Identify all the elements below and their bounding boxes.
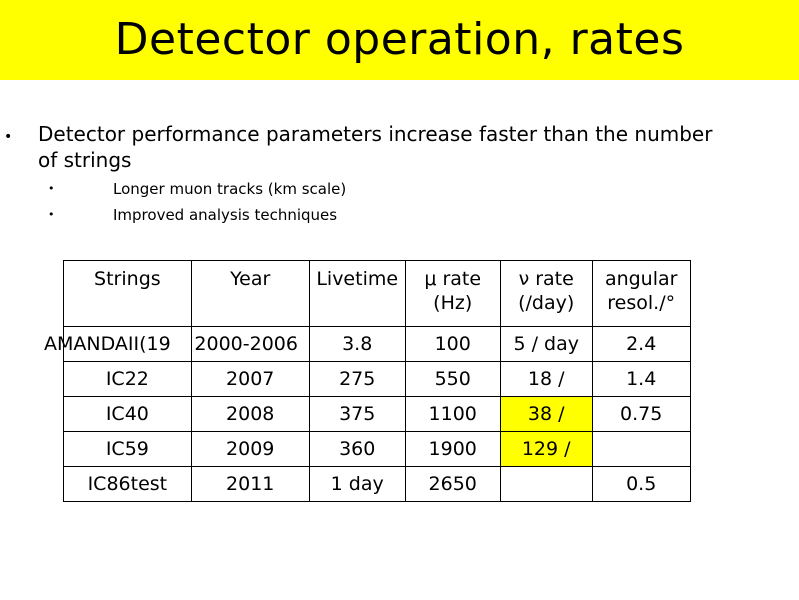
bullet-marker: • bbox=[4, 129, 13, 145]
cell-mu-rate: 550 bbox=[404, 361, 501, 397]
cell-strings: IC22 bbox=[63, 361, 192, 397]
table-row: IC59 2009 360 1900 129 / bbox=[63, 431, 691, 467]
cell-year: 2000-2006 bbox=[190, 326, 310, 362]
sub-bullet-2: Improved analysis techniques bbox=[113, 206, 338, 224]
header-nu-rate: ν rate (/day) bbox=[499, 260, 593, 327]
sub-bullet-marker: • bbox=[48, 208, 55, 221]
bullet-main-text: Detector performance parameters increase… bbox=[38, 122, 713, 172]
cell-year: 2009 bbox=[190, 431, 310, 467]
cell-strings: IC86test bbox=[63, 466, 192, 502]
cell-livetime: 360 bbox=[308, 431, 406, 467]
cell-mu-rate: 1100 bbox=[404, 396, 501, 432]
cell-year: 2008 bbox=[190, 396, 310, 432]
cell-strings: AMANDAII(19 bbox=[44, 326, 192, 362]
cell-angular-resolution bbox=[591, 431, 691, 467]
cell-livetime: 275 bbox=[308, 361, 406, 397]
cell-nu-rate-highlighted: 129 / bbox=[499, 431, 593, 467]
cell-livetime: 1 day bbox=[308, 466, 406, 502]
sub-bullet-1: Longer muon tracks (km scale) bbox=[113, 180, 347, 198]
cell-mu-rate: 100 bbox=[404, 326, 501, 362]
cell-year: 2011 bbox=[190, 466, 310, 502]
cell-strings: IC40 bbox=[63, 396, 192, 432]
title-bar bbox=[0, 0, 799, 80]
header-angular-resolution: angular resol./° bbox=[591, 260, 691, 327]
header-livetime: Livetime bbox=[308, 260, 406, 327]
header-mu-rate: μ rate (Hz) bbox=[404, 260, 501, 327]
cell-year: 2007 bbox=[190, 361, 310, 397]
table-header-row: Strings Year Livetime μ rate (Hz) ν rate… bbox=[63, 260, 691, 327]
table-row: IC40 2008 375 1100 38 / 0.75 bbox=[63, 396, 691, 432]
cell-mu-rate: 1900 bbox=[404, 431, 501, 467]
cell-nu-rate: 5 / day bbox=[499, 326, 593, 362]
cell-strings: IC59 bbox=[63, 431, 192, 467]
cell-angular-resolution: 1.4 bbox=[591, 361, 691, 397]
slide-title: Detector operation, rates bbox=[114, 14, 685, 65]
cell-angular-resolution: 2.4 bbox=[591, 326, 691, 362]
cell-angular-resolution: 0.75 bbox=[591, 396, 691, 432]
sub-bullet-marker: • bbox=[48, 182, 55, 195]
cell-livetime: 3.8 bbox=[308, 326, 406, 362]
cell-mu-rate: 2650 bbox=[404, 466, 501, 502]
header-year: Year bbox=[190, 260, 310, 327]
table-row: AMANDAII(19 2000-2006 3.8 100 5 / day 2.… bbox=[44, 326, 691, 362]
cell-livetime: 375 bbox=[308, 396, 406, 432]
header-strings: Strings bbox=[63, 260, 192, 327]
cell-nu-rate bbox=[499, 466, 593, 502]
cell-angular-resolution: 0.5 bbox=[591, 466, 691, 502]
rates-table: Strings Year Livetime μ rate (Hz) ν rate… bbox=[44, 260, 691, 502]
table-row: IC86test 2011 1 day 2650 0.5 bbox=[63, 466, 691, 502]
cell-nu-rate: 18 / bbox=[499, 361, 593, 397]
table-row: IC22 2007 275 550 18 / 1.4 bbox=[63, 361, 691, 397]
cell-nu-rate-highlighted: 38 / bbox=[499, 396, 593, 432]
